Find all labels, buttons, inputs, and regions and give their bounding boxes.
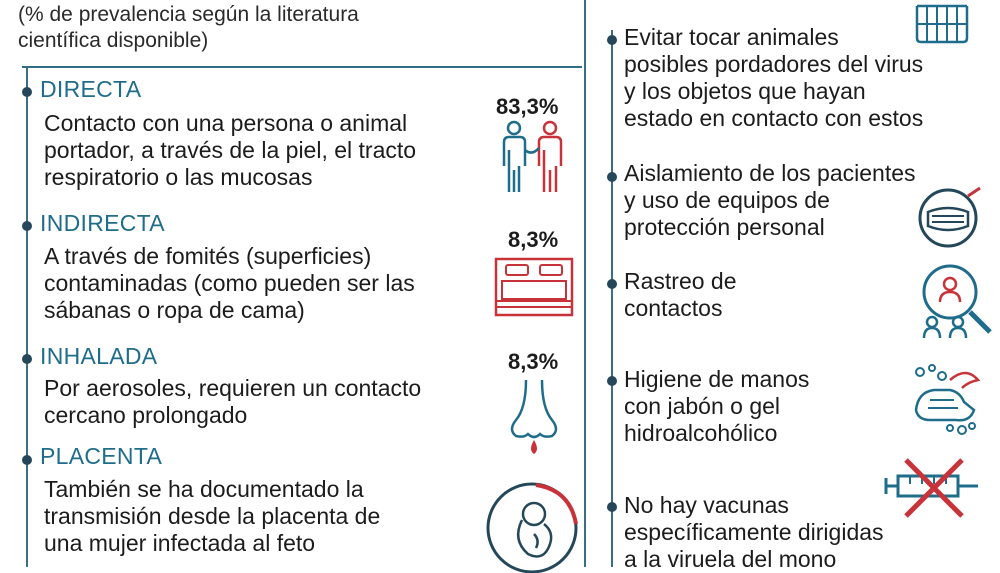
hand-washing-icon: [914, 364, 981, 435]
fetus-icon: [486, 482, 578, 573]
prevention-item-3: Rastreo de contactos: [624, 268, 737, 321]
bullet-prevention-5: [607, 502, 617, 512]
description-placenta: También se ha documentado la transmisión…: [44, 476, 381, 556]
category-inhalada: INHALADA: [40, 343, 158, 369]
prevalence-note: (% de prevalencia según la literatura ci…: [18, 2, 359, 54]
prevention-item-4: Higiene de manos con jabón o gel hidroal…: [624, 366, 810, 446]
category-indirecta: INDIRECTA: [40, 210, 165, 236]
left-timeline: [26, 66, 28, 567]
animal-cage-icon: [915, 4, 969, 44]
description-inhalada: Por aerosoles, requieren un contacto cer…: [44, 375, 422, 428]
bullet-prevention-1: [607, 35, 617, 45]
bullet-directa: [22, 87, 32, 97]
percent-inhalada: 8,3%: [508, 349, 559, 374]
people-contact-icon: [502, 120, 563, 192]
center-divider: [584, 0, 586, 567]
prevention-item-5: No hay vacunas específicamente dirigidas…: [624, 492, 884, 572]
description-indirecta: A través de fomités (superficies) contam…: [44, 243, 415, 323]
nose-drop-icon: [510, 379, 558, 454]
percent-indirecta: 8,3%: [508, 227, 559, 252]
bullet-placenta: [22, 455, 32, 465]
bullet-prevention-4: [607, 376, 617, 386]
no-vaccine-icon: [884, 458, 978, 518]
category-directa: DIRECTA: [40, 76, 142, 102]
category-placenta: PLACENTA: [40, 443, 163, 469]
header-divider: [22, 66, 582, 68]
bullet-prevention-3: [607, 279, 617, 289]
right-timeline: [611, 30, 613, 567]
prevention-item-2: Aislamiento de los pacientes y uso de eq…: [624, 160, 916, 240]
note-line-2: científica disponible): [18, 29, 209, 52]
bed-icon: [494, 257, 574, 317]
note-line-1: (% de prevalencia según la literatura: [18, 3, 359, 26]
bullet-prevention-2: [607, 172, 617, 182]
description-directa: Contacto con una persona o animal portad…: [44, 110, 417, 190]
face-mask-icon: [918, 186, 981, 248]
bullet-indirecta: [22, 221, 32, 231]
percent-directa: 83,3%: [496, 94, 559, 119]
contact-tracing-icon: [922, 264, 992, 339]
prevention-item-1: Evitar tocar animales posibles pordadore…: [624, 24, 924, 131]
bullet-inhalada: [22, 354, 32, 364]
